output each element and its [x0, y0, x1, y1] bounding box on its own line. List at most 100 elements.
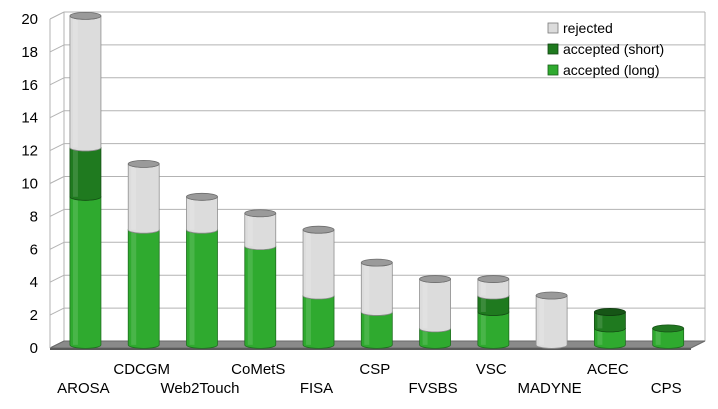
x-category-label: CPS: [651, 380, 682, 397]
bar-segment-accepted-long-highlight: [422, 328, 428, 345]
gridline-depth: [49, 176, 65, 184]
bar-top-cap: [535, 291, 568, 300]
y-tick-label: 0: [30, 340, 38, 357]
bar-segment-rejected-highlight: [247, 213, 253, 247]
y-tick-label: 8: [30, 208, 38, 225]
bar-top-cap: [593, 308, 626, 316]
bar-stack: [69, 11, 102, 349]
bar-segment-rejected: [127, 163, 160, 234]
bar-top-cap: [69, 11, 102, 20]
bar-segment-accepted-short-highlight: [72, 147, 78, 197]
gridline-depth: [49, 274, 65, 283]
bar-stack: [593, 308, 626, 349]
bar-segment-accepted-short: [69, 147, 102, 201]
bar-segment-rejected: [186, 196, 218, 234]
bar-segment-rejected: [535, 295, 568, 349]
x-category-label: CoMetS: [231, 361, 285, 378]
x-category-label: CSP: [359, 361, 390, 378]
bar-segment-accepted-long-highlight: [597, 328, 603, 345]
bar-stack: [186, 192, 218, 349]
bar-segment-rejected: [360, 262, 393, 316]
bar-segment-accepted-long-highlight: [364, 311, 370, 345]
bar-stack: [127, 159, 160, 349]
legend-swatch: [547, 22, 559, 34]
y-tick-label: 18: [21, 44, 38, 61]
bar-segment-accepted-long: [127, 229, 160, 349]
x-category-label: CDCGM: [113, 361, 170, 378]
legend-label: accepted (short): [563, 41, 664, 57]
bar-segment-accepted-long-highlight: [72, 196, 78, 345]
x-category-label: MADYNE: [518, 380, 582, 397]
y-tick-label: 4: [30, 274, 38, 291]
bar-segment-rejected: [419, 278, 451, 333]
legend-swatch: [547, 64, 559, 76]
bar-segment-rejected-highlight: [189, 196, 195, 230]
y-tick-label: 10: [21, 176, 38, 193]
legend-item: accepted (short): [547, 41, 664, 57]
bar-segment-accepted-long-highlight: [131, 229, 137, 345]
bar-segment-rejected-highlight: [72, 15, 78, 148]
bar-segment-rejected: [302, 229, 335, 300]
gridline-depth: [49, 77, 65, 86]
bar-segment-rejected-highlight: [480, 279, 486, 296]
y-tick-label: 6: [30, 241, 38, 258]
floor-edge: [50, 348, 691, 350]
bar-segment-accepted-long: [302, 295, 335, 349]
bar-segment-accepted-long: [186, 229, 218, 349]
bar-top-cap: [419, 275, 451, 283]
y-tick-label: 14: [21, 110, 38, 127]
x-category-label: ACEC: [587, 361, 629, 378]
bar-segment-accepted-long: [244, 245, 277, 349]
x-category-label: FISA: [300, 380, 333, 397]
bar-top-cap: [360, 258, 393, 267]
bar-stack: [244, 209, 277, 349]
bar-segment-accepted-long: [593, 328, 626, 349]
bar-segment-accepted-long: [360, 311, 393, 349]
bar-top-cap: [244, 209, 277, 218]
bar-segment-rejected-highlight: [306, 229, 312, 296]
bar-segment-rejected-highlight: [364, 262, 370, 312]
gridline-depth: [49, 208, 65, 217]
y-tick-label: 12: [21, 143, 38, 160]
bar-stack: [302, 225, 335, 349]
gridline-depth: [49, 241, 65, 250]
legend-item: accepted (long): [547, 62, 660, 78]
y-tick-label: 16: [21, 77, 38, 94]
bar-segment-rejected: [244, 212, 277, 251]
legend: rejected accepted (short) accepted (long): [547, 20, 664, 78]
bar-segment-accepted-long-highlight: [306, 295, 312, 345]
gridline-depth: [49, 307, 65, 316]
x-category-label: AROSA: [57, 380, 110, 397]
bar-segment-rejected-highlight: [422, 279, 428, 329]
legend-swatch: [547, 43, 559, 55]
bar-segment-accepted-long-highlight: [247, 246, 253, 345]
gridline-depth: [49, 44, 65, 53]
gridline-depth: [49, 143, 65, 152]
bar-top-cap: [652, 324, 685, 333]
gridline-depth: [49, 110, 65, 119]
bar-segment-rejected-highlight: [539, 295, 545, 345]
y-axis: 0 2 4 6 8 10 12 14 16 18 20: [21, 11, 51, 357]
x-category-label: Web2Touch: [161, 380, 240, 397]
bar-segment-accepted-long: [477, 311, 510, 349]
bar-stack: [477, 275, 510, 349]
legend-item: rejected: [547, 20, 613, 36]
bar-segment-rejected: [69, 15, 102, 152]
bar-top-cap: [477, 275, 510, 283]
y-tick-label: 20: [21, 11, 38, 28]
bar-segment-accepted-short-highlight: [597, 311, 603, 329]
bar-stack: [360, 258, 393, 349]
bar-segment-accepted-long-highlight: [655, 328, 661, 345]
bar-segment-accepted-long-highlight: [480, 311, 486, 345]
bar-stack: [535, 291, 568, 349]
bar-segment-accepted-short-highlight: [480, 295, 486, 312]
bar-top-cap: [186, 192, 218, 201]
bar-segment-rejected-highlight: [131, 163, 137, 230]
bar-stack: [652, 324, 685, 349]
bar-top-cap: [127, 159, 160, 168]
gridline-depth: [49, 11, 65, 20]
bars: [69, 11, 685, 349]
bar-top-cap: [302, 225, 335, 234]
